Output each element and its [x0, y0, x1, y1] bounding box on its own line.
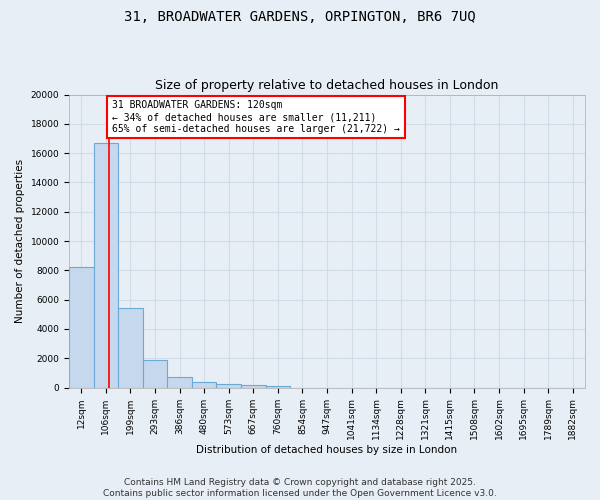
- Text: 31 BROADWATER GARDENS: 120sqm
← 34% of detached houses are smaller (11,211)
65% : 31 BROADWATER GARDENS: 120sqm ← 34% of d…: [112, 100, 400, 134]
- Bar: [118, 308, 143, 388]
- Bar: [192, 382, 217, 388]
- Bar: [217, 384, 241, 388]
- Title: Size of property relative to detached houses in London: Size of property relative to detached ho…: [155, 79, 499, 92]
- Bar: [94, 143, 118, 388]
- Text: Contains HM Land Registry data © Crown copyright and database right 2025.
Contai: Contains HM Land Registry data © Crown c…: [103, 478, 497, 498]
- Bar: [266, 386, 290, 388]
- X-axis label: Distribution of detached houses by size in London: Distribution of detached houses by size …: [196, 445, 458, 455]
- Bar: [143, 360, 167, 388]
- Bar: [69, 268, 94, 388]
- Y-axis label: Number of detached properties: Number of detached properties: [15, 159, 25, 323]
- Bar: [241, 386, 266, 388]
- Text: 31, BROADWATER GARDENS, ORPINGTON, BR6 7UQ: 31, BROADWATER GARDENS, ORPINGTON, BR6 7…: [124, 10, 476, 24]
- Bar: [167, 376, 192, 388]
